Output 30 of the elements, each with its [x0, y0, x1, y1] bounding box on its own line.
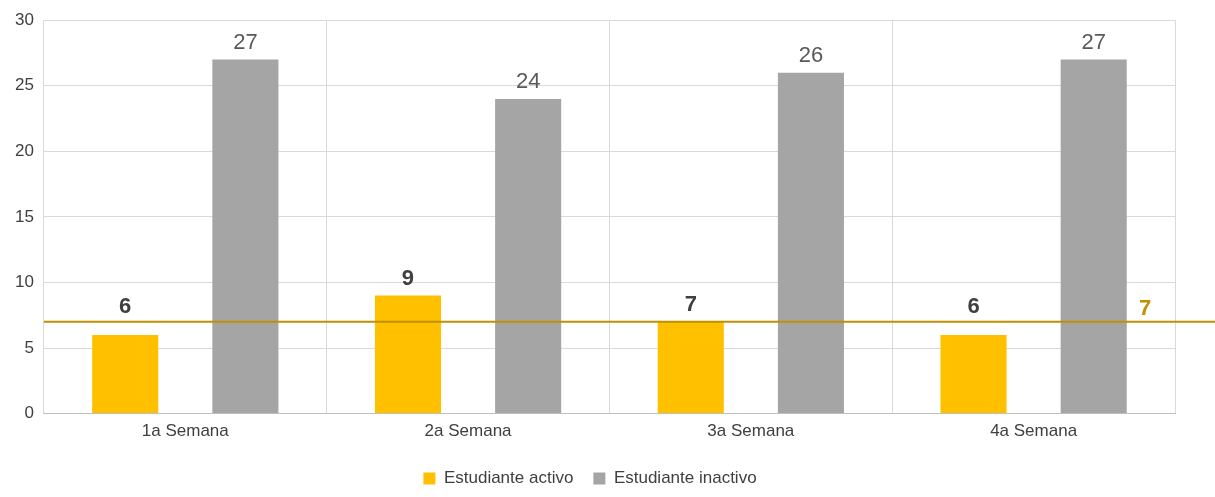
- data-label: 7: [684, 290, 697, 316]
- bar: [940, 334, 1007, 414]
- x-tick-label: 2a Semana: [424, 421, 513, 441]
- data-label: 24: [515, 67, 541, 93]
- ref-line-label: 7: [1138, 294, 1152, 320]
- data-label: 26: [798, 41, 824, 67]
- bar: [1060, 59, 1127, 414]
- bar: [777, 72, 844, 414]
- legend-label: Estudiante inactivo: [613, 468, 757, 488]
- y-tick-label: 10: [14, 272, 34, 292]
- bar: [374, 295, 442, 414]
- bar: [495, 98, 562, 414]
- legend-label: Estudiante activo: [443, 468, 574, 488]
- y-tick-label: 0: [24, 403, 34, 423]
- data-label: 27: [233, 28, 258, 54]
- data-label: 27: [1081, 28, 1106, 54]
- x-tick-label: 1a Semana: [141, 421, 230, 441]
- data-label: 9: [401, 264, 415, 290]
- data-label: 6: [967, 292, 980, 318]
- y-tick-label: 5: [24, 337, 34, 357]
- bar: [212, 59, 279, 414]
- x-tick-label: 3a Semana: [707, 421, 795, 441]
- data-label: 6: [119, 292, 132, 318]
- bar: [657, 321, 724, 414]
- y-tick-label: 25: [14, 75, 34, 95]
- bar: [92, 334, 159, 414]
- y-tick-label: 15: [14, 206, 34, 226]
- y-tick-label: 20: [14, 141, 34, 161]
- y-tick-label: 30: [14, 9, 34, 29]
- x-tick-label: 4a Semana: [990, 421, 1078, 441]
